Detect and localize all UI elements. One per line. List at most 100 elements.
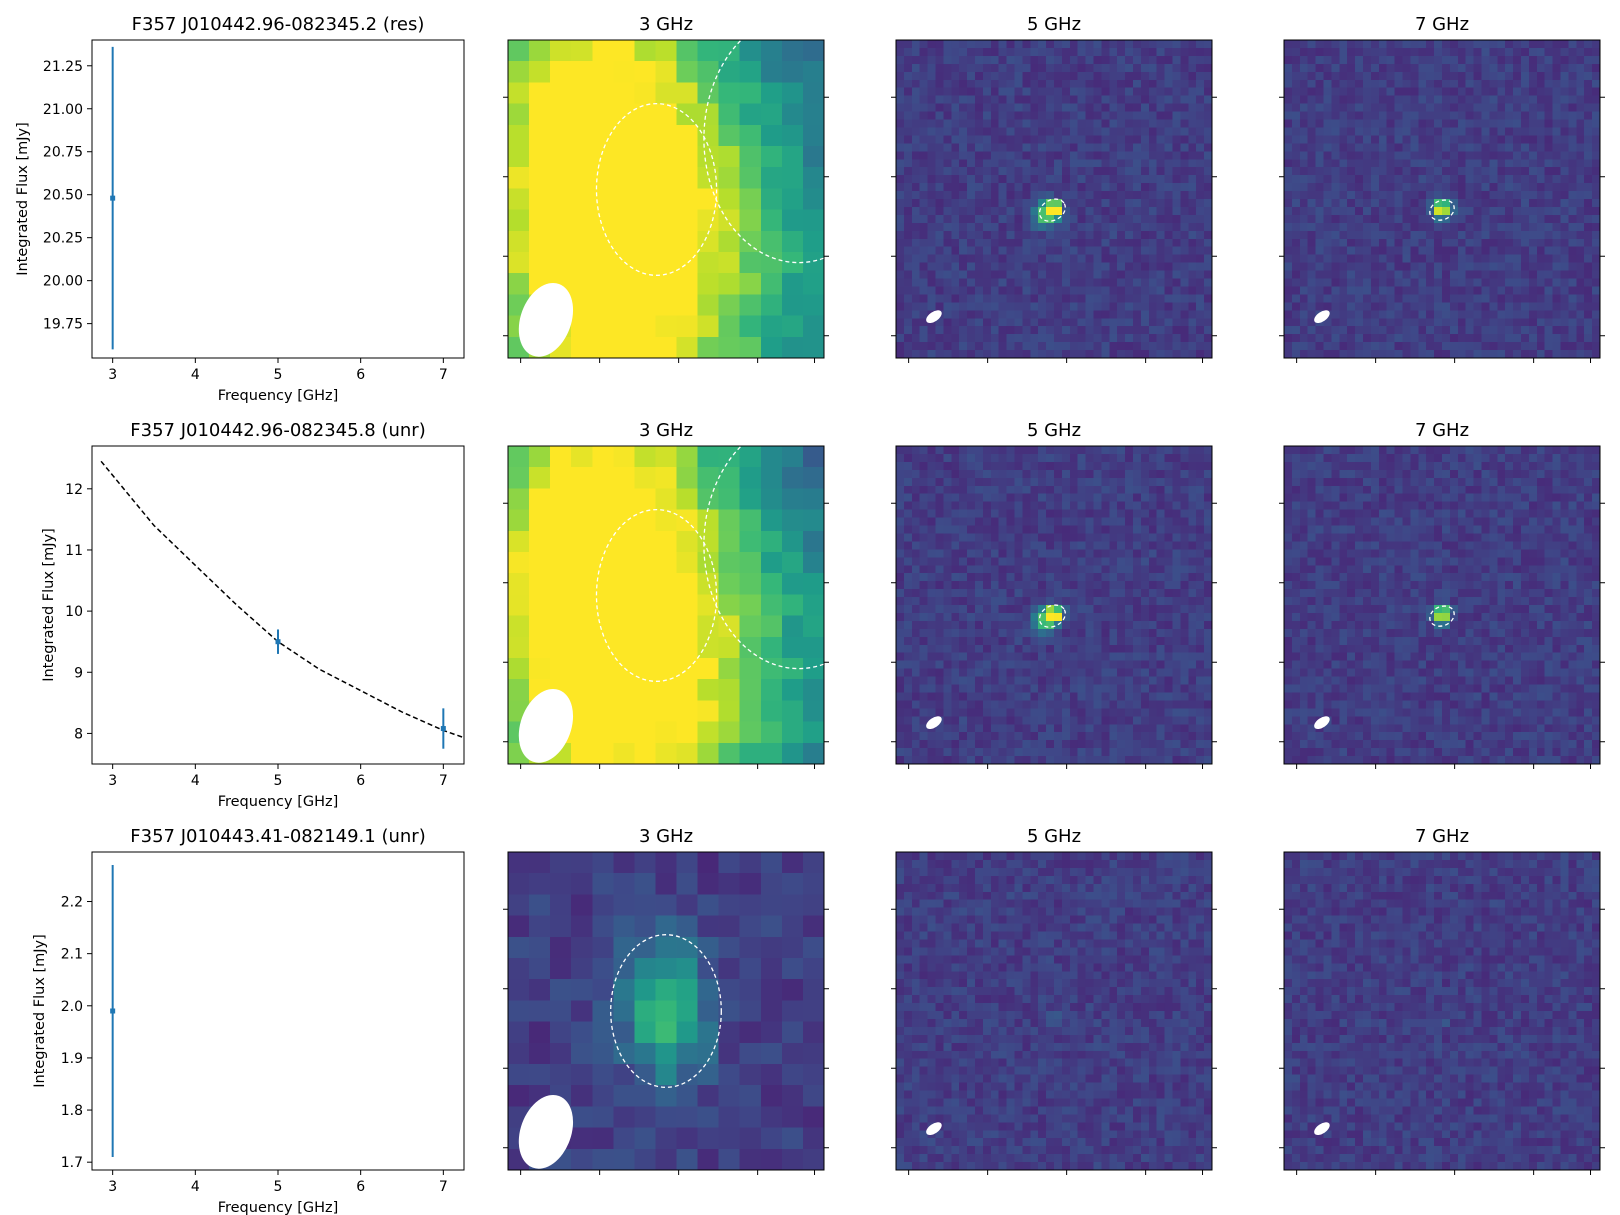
beam-ellipse (1314, 310, 1330, 324)
flux-plot-5: 3 4 5 6 7 8 9 10 11 12 F357 J010442.96-082345.8 (u… (41, 420, 465, 810)
panel-title: 5 GHz (1027, 420, 1081, 441)
x-tick-label: 5 (274, 773, 283, 789)
image-frame (1283, 445, 1601, 765)
image-frame (1283, 851, 1601, 1171)
y-axis-label: Integrated Flux [mJy] (41, 528, 57, 682)
image-frame (895, 851, 1213, 1171)
intensity-map (1284, 40, 1601, 359)
y-tick-label: 8 (74, 726, 83, 742)
panel-title: F357 J010442.96-082345.8 (unr) (130, 420, 425, 441)
panel-title: F357 J010442.96-082345.2 (res) (132, 14, 425, 35)
intensity-map (508, 852, 825, 1171)
data-point (275, 639, 281, 645)
image-panel-8: 7 GHz (1279, 420, 1605, 769)
image-panel-3: 5 GHz (891, 14, 1217, 363)
plot-area (92, 446, 464, 764)
source-contour (703, 446, 824, 670)
intensity-map (896, 40, 1213, 359)
image-frame (1283, 39, 1601, 359)
x-tick-label: 6 (356, 1179, 365, 1195)
image-frame (507, 39, 825, 359)
x-tick-label: 4 (191, 773, 200, 789)
x-tick-label: 5 (274, 367, 283, 383)
x-tick-label: 7 (439, 773, 448, 789)
panel-title: 3 GHz (639, 420, 693, 441)
source-contour (595, 102, 718, 276)
beam-ellipse (518, 282, 574, 357)
intensity-map (1284, 852, 1601, 1171)
beam-ellipse (926, 716, 942, 730)
x-tick-label: 6 (356, 773, 365, 789)
y-tick-label: 21.25 (43, 59, 83, 75)
y-tick-label: 2.2 (61, 895, 83, 911)
image-panel-2: 3 GHz (503, 14, 829, 363)
model-fit-line (100, 460, 464, 739)
flux-plot-9: 3 4 5 6 7 1.7 1.8 1.9 2.0 2.1 2.2 F357 J010443.41-0… (32, 826, 465, 1215)
y-tick-label: 9 (74, 665, 83, 681)
x-tick-label: 5 (274, 1179, 283, 1195)
intensity-map (896, 446, 1213, 765)
panel-title: 7 GHz (1415, 826, 1469, 847)
x-tick-label: 7 (439, 1179, 448, 1195)
x-axis-label: Frequency [GHz] (218, 794, 339, 810)
plot-area (92, 852, 464, 1170)
y-tick-label: 10 (65, 604, 83, 620)
image-panel-10: 3 GHz (503, 826, 829, 1175)
image-panel-6: 3 GHz (503, 420, 829, 769)
x-tick-label: 4 (191, 1179, 200, 1195)
y-tick-label: 1.7 (61, 1155, 83, 1171)
y-tick-label: 20.50 (43, 188, 83, 204)
image-panel-11: 5 GHz (891, 826, 1217, 1175)
y-tick-label: 20.00 (43, 274, 83, 290)
x-tick-label: 3 (108, 773, 117, 789)
source-contour (595, 508, 718, 682)
panel-title: F357 J010443.41-082149.1 (unr) (130, 826, 425, 847)
source-contour (1429, 199, 1455, 221)
x-tick-label: 6 (356, 367, 365, 383)
image-panel-4: 7 GHz (1279, 14, 1605, 363)
panel-title: 5 GHz (1027, 14, 1081, 35)
y-axis-label: Integrated Flux [mJy] (32, 934, 48, 1088)
beam-ellipse (1314, 716, 1330, 730)
image-panel-12: 7 GHz (1279, 826, 1605, 1175)
data-point (440, 726, 446, 732)
y-tick-label: 19.75 (43, 317, 83, 333)
x-tick-label: 7 (439, 367, 448, 383)
intensity-map (508, 446, 825, 765)
intensity-map (508, 40, 825, 359)
y-tick-label: 12 (65, 482, 83, 498)
x-tick-label: 4 (191, 367, 200, 383)
beam-ellipse (518, 688, 574, 763)
panel-title: 3 GHz (639, 826, 693, 847)
y-tick-label: 2.1 (61, 947, 83, 963)
y-tick-label: 21.00 (43, 102, 83, 118)
panel-title: 5 GHz (1027, 826, 1081, 847)
y-tick-label: 20.25 (43, 231, 83, 247)
flux-plot-1: 3 4 5 6 7 19.75 20.00 20.25 20.50 20.75 21.00 21.25… (15, 14, 465, 404)
beam-ellipse (1314, 1122, 1330, 1136)
image-frame (507, 851, 825, 1171)
source-contour (610, 934, 722, 1088)
y-axis-label: Integrated Flux [mJy] (15, 122, 31, 276)
source-contour (1429, 605, 1455, 627)
beam-ellipse (926, 310, 942, 324)
panel-title: 3 GHz (639, 14, 693, 35)
y-tick-label: 20.75 (43, 145, 83, 161)
image-frame (895, 39, 1213, 359)
image-panel-7: 5 GHz (891, 420, 1217, 769)
intensity-map (1284, 446, 1601, 765)
intensity-map (896, 852, 1213, 1171)
x-axis-label: Frequency [GHz] (218, 1200, 339, 1215)
plot-area (92, 40, 464, 358)
y-tick-label: 11 (65, 543, 83, 559)
image-frame (895, 445, 1213, 765)
source-contour (703, 40, 824, 264)
x-axis-label: Frequency [GHz] (218, 388, 339, 404)
x-tick-label: 3 (108, 367, 117, 383)
panel-title: 7 GHz (1415, 14, 1469, 35)
image-frame (507, 445, 825, 765)
source-contour (1038, 604, 1066, 628)
y-tick-label: 2.0 (61, 999, 83, 1015)
y-tick-label: 1.9 (61, 1051, 83, 1067)
